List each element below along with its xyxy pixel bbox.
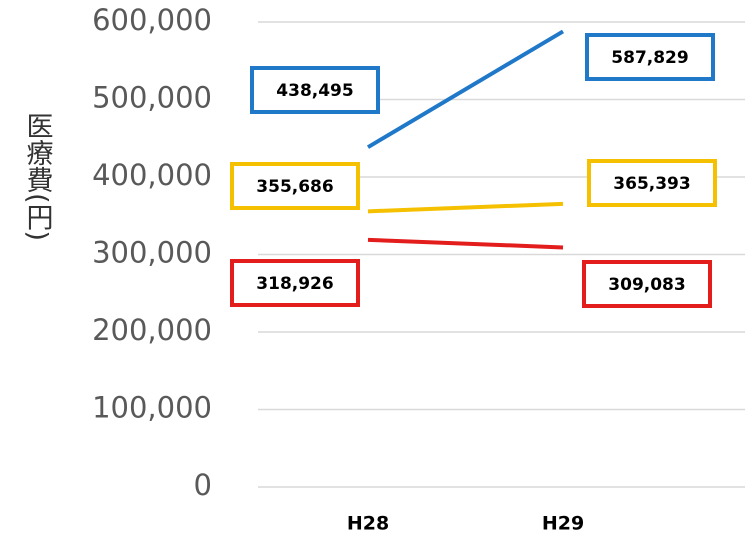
value-label-box bbox=[587, 159, 717, 207]
x-tick-label: H29 bbox=[542, 513, 584, 535]
value-label: 587,829 bbox=[611, 48, 688, 68]
y-axis-title: 医療費(円) bbox=[22, 112, 54, 241]
y-tick-label: 100,000 bbox=[92, 391, 212, 425]
y-tick-label: 500,000 bbox=[92, 81, 212, 115]
value-label: 318,926 bbox=[256, 274, 333, 294]
series-line bbox=[367, 237, 564, 250]
value-label-box bbox=[230, 162, 360, 210]
y-tick-label: 600,000 bbox=[92, 3, 212, 37]
y-tick-label: 200,000 bbox=[92, 313, 212, 347]
series-line bbox=[366, 29, 565, 149]
value-label: 309,083 bbox=[608, 275, 685, 295]
value-label-box bbox=[230, 259, 360, 307]
y-tick-label: 0 bbox=[194, 468, 212, 502]
x-tick-label: H28 bbox=[347, 513, 389, 535]
value-label: 355,686 bbox=[256, 177, 333, 197]
value-label-box bbox=[585, 33, 715, 81]
value-label-box bbox=[250, 66, 380, 114]
series-line bbox=[367, 201, 564, 214]
value-label: 365,393 bbox=[613, 174, 690, 194]
value-label-box bbox=[582, 260, 712, 308]
value-label: 438,495 bbox=[276, 81, 353, 101]
y-tick-label: 300,000 bbox=[92, 236, 212, 270]
y-tick-label: 400,000 bbox=[92, 158, 212, 192]
